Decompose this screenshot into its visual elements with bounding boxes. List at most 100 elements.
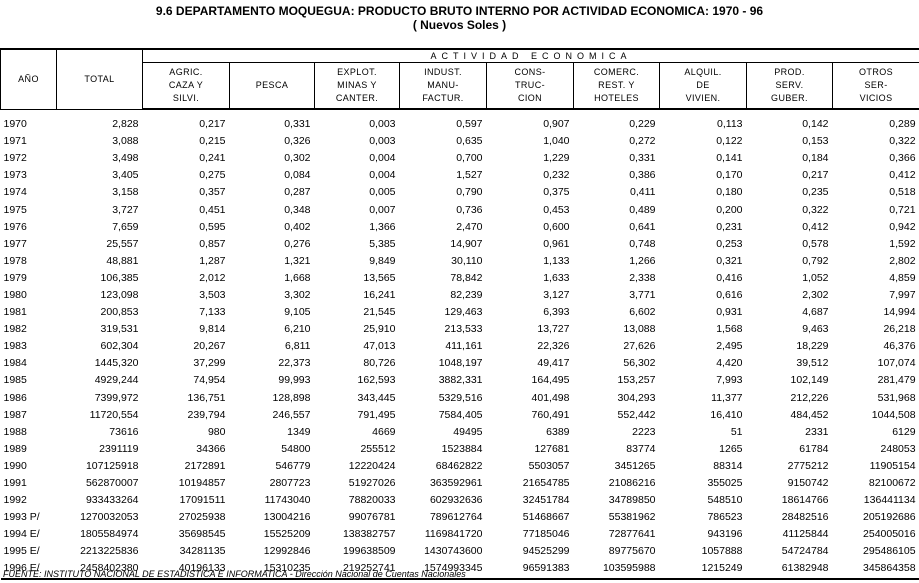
- value-cell: 11743040: [264, 494, 311, 507]
- value-cell: 1805584974: [80, 528, 139, 541]
- value-cell: 0,007: [369, 203, 396, 216]
- table-row: 1990 107125918 2172891 546779 12220424 684628…: [1, 458, 919, 475]
- value-cell: 0,142: [802, 118, 829, 131]
- value-cell: 281,479: [877, 374, 916, 387]
- value-cell: 35698545: [178, 528, 226, 541]
- header-activity-line: HOTELES: [594, 93, 639, 103]
- header-activity-line: GUBER.: [771, 93, 808, 103]
- table-row: 1987 11720,554 239,794 246,557 791,495 7584,4…: [1, 407, 919, 424]
- value-cell: 6,210: [284, 323, 311, 336]
- value-cell: 552,442: [617, 408, 656, 421]
- value-cell: 7,997: [889, 288, 916, 301]
- value-cell: 0,232: [543, 169, 570, 182]
- value-cell: 0,792: [802, 254, 829, 267]
- year-cell: 1972: [3, 152, 27, 165]
- value-cell: 0,004: [369, 169, 396, 182]
- value-cell: 54800: [281, 442, 311, 455]
- value-cell: 0,084: [284, 169, 311, 182]
- header-activity-line: MINAS Y: [337, 80, 377, 90]
- year-cell: 1982: [3, 323, 27, 336]
- header-activity-line: SERV.: [775, 80, 804, 90]
- page-subtitle: ( Nuevos Soles ): [412, 18, 507, 32]
- value-cell: 16,410: [710, 408, 743, 421]
- header-activity-group: ACTIVIDAD ECONOMICA: [141, 48, 919, 63]
- value-cell: 0,331: [284, 118, 311, 131]
- value-cell: 548510: [707, 494, 743, 507]
- value-cell: 1349: [287, 425, 311, 438]
- value-cell: 791,495: [357, 408, 396, 421]
- value-cell: 1,633: [543, 271, 570, 284]
- value-cell: 27,626: [623, 340, 656, 353]
- value-cell: 3,127: [543, 288, 570, 301]
- year-cell: 1971: [3, 135, 27, 148]
- value-cell: 0,326: [284, 135, 311, 148]
- value-cell: 61784: [799, 442, 829, 455]
- value-cell: 99,993: [278, 374, 311, 387]
- header-activity-line: AGRIC.: [169, 67, 203, 77]
- value-cell: 7,659: [112, 220, 139, 233]
- value-cell: 0,005: [369, 186, 396, 199]
- value-cell: 0,331: [629, 152, 656, 165]
- value-cell: 16,241: [363, 288, 396, 301]
- value-cell: 1270032053: [80, 511, 139, 524]
- value-cell: 77185046: [522, 528, 570, 541]
- value-cell: 22,373: [278, 357, 311, 370]
- value-cell: 401,498: [531, 391, 570, 404]
- value-cell: 0,857: [199, 237, 226, 250]
- year-cell: 1975: [3, 203, 27, 216]
- value-cell: 2,802: [889, 254, 916, 267]
- value-cell: 0,597: [456, 118, 483, 131]
- value-cell: 1445,320: [94, 357, 139, 370]
- value-cell: 3,302: [284, 288, 311, 301]
- value-cell: 2,012: [199, 271, 226, 284]
- value-cell: 0,942: [889, 220, 916, 233]
- year-cell: 1978: [3, 254, 27, 267]
- value-cell: 1169841720: [424, 528, 483, 541]
- table-row: 1971 3,088 0,215 0,326 0,003 0,635 1,040 0,272 0…: [1, 133, 919, 150]
- value-cell: 3882,331: [438, 374, 483, 387]
- header-year: AÑO: [0, 48, 57, 110]
- table-row: 1972 3,498 0,241 0,302 0,004 0,700 1,229 0,331 0…: [1, 150, 919, 167]
- header-activity-line: SILVI.: [172, 93, 200, 103]
- table-row: 1982 319,531 9,814 6,210 25,910 213,533 13,727…: [1, 321, 919, 338]
- value-cell: 96591383: [486, 560, 574, 580]
- value-cell: 0,412: [802, 220, 829, 233]
- value-cell: 82,239: [450, 288, 483, 301]
- value-cell: 127681: [534, 442, 570, 455]
- value-cell: 80,726: [363, 357, 396, 370]
- value-cell: 0,141: [716, 152, 743, 165]
- value-cell: 345864358: [832, 560, 919, 580]
- value-cell: 51927026: [348, 477, 396, 490]
- header-activity: PROD. SERV. GUBER.: [746, 62, 833, 110]
- value-cell: 12220424: [348, 459, 396, 472]
- value-cell: 11905154: [869, 459, 916, 472]
- value-cell: 1,568: [716, 323, 743, 336]
- value-cell: 61382948: [746, 560, 833, 580]
- table-row: 1992 933433264 17091511 11743040 78820033 602…: [1, 492, 919, 509]
- value-cell: 41125844: [782, 528, 829, 541]
- value-cell: 30,110: [451, 254, 483, 267]
- year-cell: 1987: [3, 408, 27, 421]
- value-cell: 9150742: [787, 477, 829, 490]
- value-cell: 239,794: [187, 408, 226, 421]
- header-activity-line: CONS-: [514, 67, 546, 77]
- value-cell: 0,518: [889, 186, 916, 199]
- value-cell: 255512: [360, 442, 396, 455]
- value-cell: 0,003: [369, 135, 396, 148]
- year-cell: 1984: [3, 357, 27, 370]
- value-cell: 0,411: [630, 186, 656, 199]
- table-row: 1995 E/2213225836 34281135 12992846 1996385…: [1, 543, 919, 560]
- value-cell: 46,376: [883, 340, 916, 353]
- value-cell: 7,993: [716, 374, 743, 387]
- value-cell: 0,229: [629, 118, 656, 131]
- value-cell: 47,013: [363, 340, 396, 353]
- year-cell: 1989: [3, 442, 27, 455]
- value-cell: 3451265: [614, 459, 656, 472]
- value-cell: 5329,516: [438, 391, 483, 404]
- spacer-row: [1, 109, 919, 116]
- value-cell: 319,531: [100, 323, 139, 336]
- value-cell: 82100672: [868, 477, 916, 490]
- header-activity-line: CANTER.: [335, 93, 379, 103]
- value-cell: 0,489: [629, 203, 656, 216]
- table-row: 1994 E/1805584974 35698545 15525209 1383827…: [1, 526, 919, 543]
